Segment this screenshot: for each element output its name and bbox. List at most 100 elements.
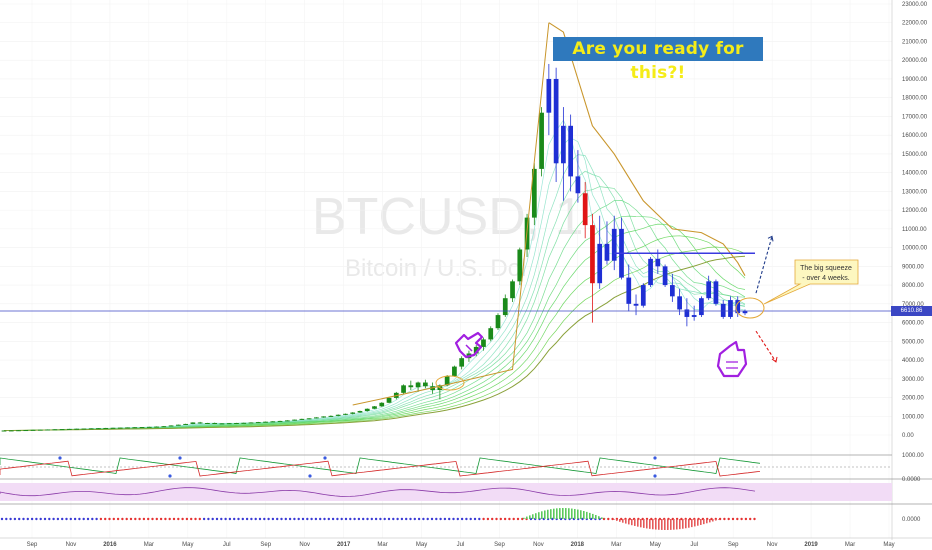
candle-body [205,423,210,425]
price-tick-label: 0.00 [902,433,914,439]
price-grid [0,0,892,538]
time-tick-label: 2019 [804,542,818,548]
price-axis[interactable]: 23000.00 22000.00 21000.00 20000.00 19000.00… [891,0,928,540]
candle-body [255,422,261,424]
candle-body [640,285,646,306]
downside-projection [755,330,777,363]
price-tick-label: 7000.00 [902,302,924,308]
candle-body [234,423,239,425]
time-tick-label: Nov [299,542,310,548]
candle-body [81,428,87,430]
price-tick-label: 3000.00 [902,377,924,383]
candle-body [699,298,704,316]
candle-body [488,328,494,340]
time-tick-label: Jul [457,542,465,548]
price-tick-label: 16000.00 [902,133,928,139]
candle-body [103,427,109,429]
candle-body [146,426,152,428]
candle-body [742,311,748,314]
upside-arrowhead [767,235,774,242]
time-tick-label: May [883,542,894,548]
time-tick-label: Mar [144,542,154,548]
candle-body [510,281,515,299]
time-tick-label: Nov [533,542,544,548]
time-tick-label: Jul [690,542,698,548]
squeeze-callout: The big squeeze - over 4 weeks. [763,259,859,305]
candle-body [408,385,414,388]
indicator-pane-3[interactable]: 1000.00 0.0000 0.0000 [0,453,925,530]
candle-body [401,385,406,393]
indicator-tick-label: 1000.00 [902,453,924,459]
past-squeeze-ellipse [435,375,465,391]
candle-body [415,382,421,388]
candle-body [728,300,733,317]
candle-body [168,425,174,427]
candle-body [669,285,675,297]
price-tick-label: 22000.00 [902,21,928,27]
candle-body [117,427,123,429]
downside-arrowhead [771,356,778,363]
time-tick-label: Sep [494,542,505,548]
candle-body [691,315,697,317]
candle-body [248,422,254,424]
price-tick-label: 5000.00 [902,339,924,345]
time-tick-label: Jul [223,542,231,548]
candle-body [350,412,356,414]
candle-body [444,375,450,386]
slow-ma-line [4,255,746,431]
time-axis[interactable]: Sep Nov 2016 Mar May Jul Sep Nov 2017 Mar May Jul Se… [0,537,932,548]
callout-line-2: - over 4 weeks. [802,275,850,282]
candle-body [59,429,65,431]
watermark-name: Bitcoin / U.S. Dol [345,255,526,282]
time-tick-label: Nov [66,542,77,548]
candle-body [23,430,29,432]
candle-body [284,420,290,422]
candle-body [379,402,385,407]
pointing-hand-down-icon [716,340,748,378]
candle-body [561,125,566,164]
candle-body [568,125,574,177]
price-tick-label: 6000.00 [902,321,924,327]
price-tick-label: 8000.00 [902,283,924,289]
candle-body [212,423,218,425]
time-tick-label: 2016 [103,542,117,548]
candle-body [52,429,58,431]
candle-body [582,193,588,226]
candle-body [422,382,428,387]
candle-body [139,427,145,429]
candle-body [1,430,7,432]
candle-body [502,298,508,316]
price-tick-label: 23000.00 [902,2,928,8]
candle-body [37,429,43,431]
price-tick-label: 21000.00 [902,39,928,45]
price-tick-label: 18000.00 [902,96,928,102]
indicator-pane-2[interactable] [0,483,932,505]
time-tick-label: 2018 [571,542,585,548]
candle-body [314,417,319,419]
headline-banner: Are you ready for this?! [553,37,763,83]
candle-body [611,228,617,261]
indicator-tick-label: 0.0000 [902,477,921,483]
price-tick-label: 4000.00 [902,358,924,364]
time-tick-label: 2017 [337,542,351,548]
upside-projection [755,236,773,294]
candle-body [713,281,719,304]
candle-body [372,406,377,409]
price-tick-label: 20000.00 [902,58,928,64]
candle-body [8,430,14,432]
candle-body [219,423,225,425]
time-tick-label: May [416,542,427,548]
lagging-line-early [352,22,550,406]
time-tick-label: Mar [611,542,621,548]
candle-body [328,415,334,417]
candle-body [88,428,94,430]
candle-body [241,422,247,424]
indicator-pane-1[interactable] [0,454,932,480]
price-tick-label: 17000.00 [902,114,928,120]
price-tick-label: 19000.00 [902,77,928,83]
candle-body [154,426,159,428]
candle-body [553,78,559,164]
candle-body [343,413,348,415]
